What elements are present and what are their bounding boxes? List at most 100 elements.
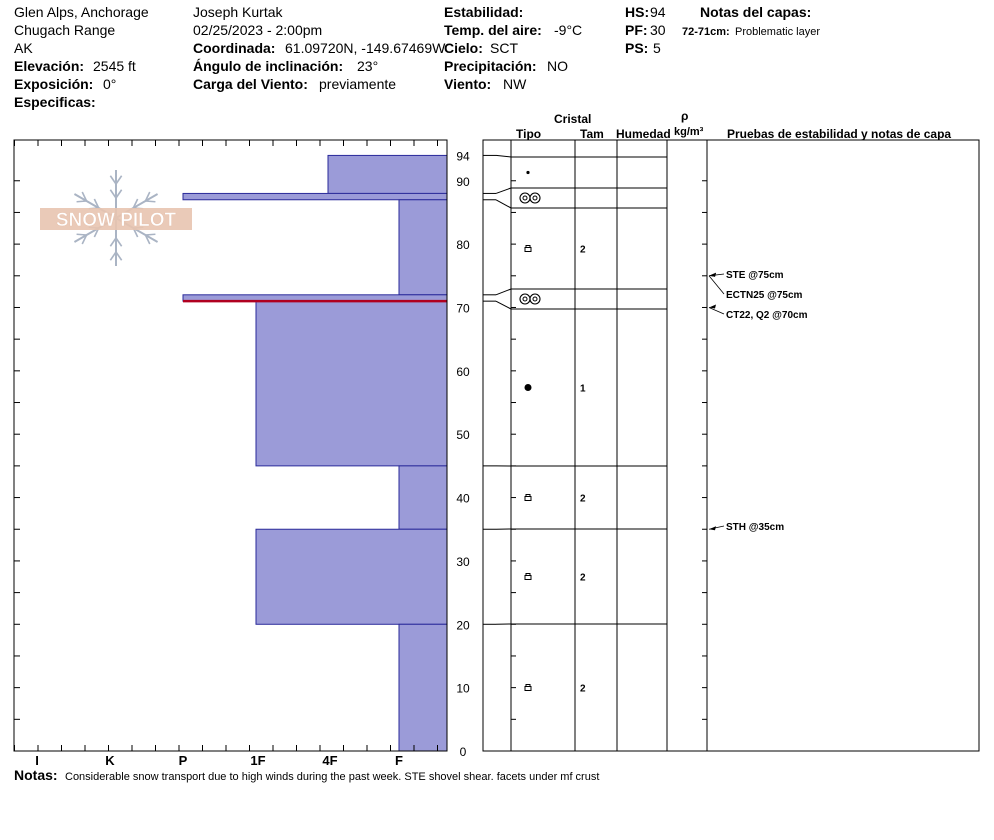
wind-label: Viento:	[444, 76, 492, 92]
depth-tick-label: 40	[456, 492, 470, 506]
crystal-size: 1	[580, 384, 586, 395]
pf-value: 30	[650, 22, 666, 38]
crystal-symbol-crust	[522, 296, 528, 302]
mountain-range: Chugach Range	[14, 22, 116, 38]
table-border	[482, 139, 980, 752]
crystal-symbol-crust	[532, 195, 538, 201]
crystal-symbol-faceted	[524, 245, 532, 252]
depth-link	[495, 154, 512, 158]
datetime: 02/25/2023 - 2:00pm	[193, 22, 323, 38]
snowflake-branch	[145, 233, 156, 236]
depth-link	[495, 199, 512, 209]
logo-band	[40, 208, 192, 230]
pf-label: PF:	[625, 22, 648, 38]
col-density-unit: kg/m³	[674, 126, 704, 138]
hardness-bar	[398, 623, 448, 752]
wind-loading-value: previamente	[319, 76, 397, 92]
crystal-symbol-faceted	[524, 573, 532, 580]
slope-value: 23°	[357, 58, 379, 74]
air-temp-label: Temp. del aire:	[444, 22, 542, 38]
hardness-tick-label: 4F	[322, 753, 337, 768]
snowflake-branch	[109, 251, 117, 261]
ps-value: 5	[653, 40, 661, 56]
col-rho: ρ	[681, 109, 689, 123]
depth-tick-label: 70	[456, 301, 470, 315]
crystal-symbol-crust	[519, 192, 531, 204]
snowflake-branch	[93, 198, 100, 209]
wind-value: NW	[503, 76, 527, 92]
col-tam: Tam	[580, 127, 604, 141]
snowflake-branch	[115, 237, 123, 247]
hardness-bar	[255, 300, 448, 467]
stability-label: Estabilidad:	[444, 4, 524, 20]
hardness-frame	[13, 139, 448, 752]
logo-text: SNOW PILOT	[56, 210, 177, 231]
precip-value: NO	[547, 58, 568, 74]
sky-label: Cielo:	[444, 40, 483, 56]
snowflake-branch	[115, 175, 123, 185]
depth-link	[495, 187, 512, 194]
crystal-symbol-crust	[529, 192, 541, 204]
specifics-label: Especificas:	[14, 94, 96, 110]
hardness-bar	[398, 465, 448, 530]
test-pointer	[708, 307, 725, 315]
crystal-table: 2 1 2 2 2	[482, 139, 980, 752]
snowflake-branch	[109, 237, 117, 247]
hardness-bar	[182, 192, 448, 201]
depth-tick-label: 10	[456, 682, 470, 696]
elevation-value: 2545 ft	[93, 58, 136, 74]
layer-notes-label: Notas del capas:	[700, 4, 812, 20]
depth-link	[495, 300, 512, 310]
test-label: CT22, Q2 @70cm	[726, 310, 808, 321]
hardness-bars	[182, 154, 448, 752]
test-label: STH @35cm	[726, 522, 784, 533]
wind-loading-label: Carga del Viento:	[193, 76, 308, 92]
hardness-bar	[255, 528, 448, 625]
crystal-symbol-rounded	[524, 384, 532, 391]
hardness-axis: I K P 1F 4F F	[35, 753, 403, 768]
coords-label: Coordinada:	[193, 40, 276, 56]
col-humedad: Humedad	[616, 127, 671, 141]
crystal-symbol-faceted	[524, 684, 532, 691]
crystal-symbol-crust	[522, 195, 528, 201]
snowpilot-logo: SNOW PILOT	[40, 170, 192, 266]
layer-note-text: Problematic layer	[735, 26, 820, 38]
snowflake-branch	[115, 251, 123, 261]
hardness-bar	[327, 154, 448, 194]
slope-label: Ángulo de inclinación:	[193, 58, 344, 74]
crystal-symbol-crust	[519, 293, 531, 305]
snowflake-branch	[109, 175, 117, 185]
snowflake-branch	[109, 189, 117, 199]
depth-link	[495, 288, 512, 296]
crystal-symbol-crust	[532, 296, 538, 302]
depth-tick-label: 94	[456, 149, 470, 163]
depth-tick-label: 20	[456, 618, 470, 632]
crystal-size: 2	[580, 684, 586, 695]
elevation-label: Elevación:	[14, 58, 85, 74]
aspect-label: Exposición:	[14, 76, 94, 92]
ps-label: PS:	[625, 40, 649, 56]
col-cristal: Cristal	[554, 112, 592, 126]
snowflake-branch	[81, 191, 88, 202]
snowflake-branch	[144, 191, 151, 202]
aspect-value: 0°	[103, 76, 117, 92]
test-arrowhead	[709, 304, 716, 309]
observer: Joseph Kurtak	[193, 4, 283, 20]
location: Glen Alps, Anchorage	[14, 4, 149, 20]
crystal-symbol-precip	[526, 170, 530, 175]
crystal-size: 2	[580, 245, 586, 256]
depth-axis: 0 10 20 30 40 50 60 70 80 90 94	[456, 149, 470, 759]
col-tipo: Tipo	[516, 127, 542, 141]
depth-tick-label: 0	[460, 745, 467, 759]
hs-label: HS:	[625, 4, 650, 20]
depth-tick-label: 60	[456, 365, 470, 379]
col-tests: Pruebas de estabilidad y notas de capa	[727, 127, 952, 141]
snowflake-branch	[145, 200, 156, 203]
hardness-bar	[398, 199, 448, 296]
notes-text: Considerable snow transport due to high …	[65, 771, 600, 783]
snowflake-branch	[115, 189, 123, 199]
layer-note-range: 72-71cm:	[682, 26, 730, 38]
precip-label: Precipitación:	[444, 58, 537, 74]
crystal-symbol-crust	[529, 293, 541, 305]
